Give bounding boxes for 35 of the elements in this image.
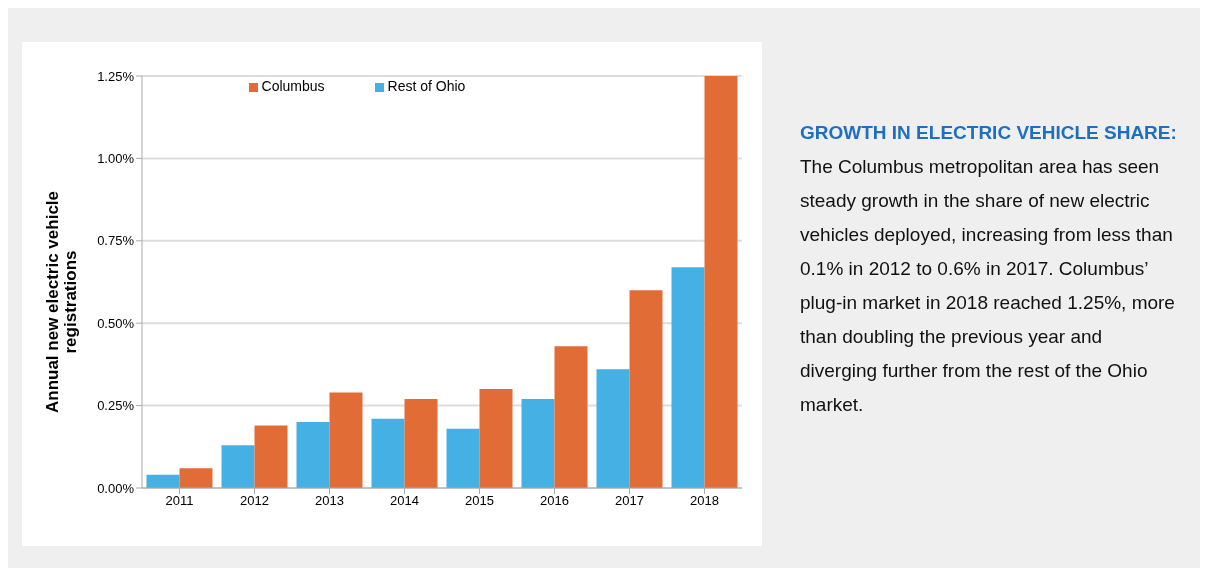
legend-label: Columbus (261, 78, 325, 94)
text: GROWTH IN ELECTRIC VEHICLE SHARE: (800, 122, 1177, 143)
bar (371, 418, 405, 488)
text: The Columbus metropolitan area has seen steady growth in the share of new electric vehicles deployed, increasing from less than 0.1% in 2012 to 0.6% in 2017. Columbus’ plug-in market in 2018 reached 1.25%, more than doubling the previous year and diverging further from the rest of the Ohio market. (800, 156, 1175, 415)
x-tick-label: 2015 (465, 493, 494, 509)
bar (446, 428, 480, 488)
bar (479, 389, 513, 488)
bar (254, 425, 288, 488)
y-tick-label: 0.75% (97, 233, 135, 249)
y-tick-label: 0.25% (97, 398, 135, 414)
y-tick-label: 1.00% (97, 151, 135, 167)
bar (296, 422, 330, 488)
bar (596, 369, 630, 488)
bar (179, 468, 213, 488)
bar (704, 76, 738, 488)
y-tick-label: 1.25% (97, 68, 135, 84)
bar (404, 399, 438, 488)
bar (221, 445, 255, 488)
bar (521, 399, 555, 488)
x-tick-label: 2016 (540, 493, 569, 509)
x-tick-label: 2017 (615, 493, 644, 509)
bar (554, 346, 588, 488)
x-tick-label: 2014 (390, 493, 419, 509)
y-tick-label: 0.50% (97, 315, 135, 331)
x-tick-label: 2011 (165, 493, 194, 509)
y-axis-title: Annual new electric vehicle registrations (43, 190, 80, 415)
x-tick-label: 2018 (690, 493, 719, 509)
bar (629, 290, 663, 488)
x-tick-label: 2013 (315, 493, 344, 509)
legend-label: Rest of Ohio (387, 78, 466, 94)
bar (329, 392, 363, 488)
y-tick-label: 0.00% (97, 480, 135, 496)
x-tick-label: 2012 (240, 493, 269, 509)
bar (146, 474, 180, 488)
bar (671, 267, 705, 488)
